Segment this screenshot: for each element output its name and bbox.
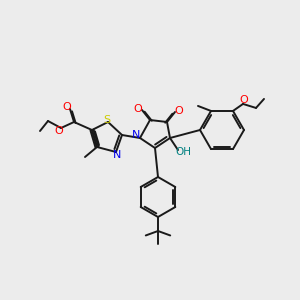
Text: O: O bbox=[55, 126, 63, 136]
Text: O: O bbox=[134, 104, 142, 114]
Text: O: O bbox=[63, 102, 71, 112]
Text: O: O bbox=[240, 95, 248, 105]
Text: O: O bbox=[175, 106, 183, 116]
Text: OH: OH bbox=[175, 147, 191, 157]
Text: N: N bbox=[132, 130, 140, 140]
Text: S: S bbox=[103, 115, 111, 125]
Text: N: N bbox=[113, 150, 121, 160]
